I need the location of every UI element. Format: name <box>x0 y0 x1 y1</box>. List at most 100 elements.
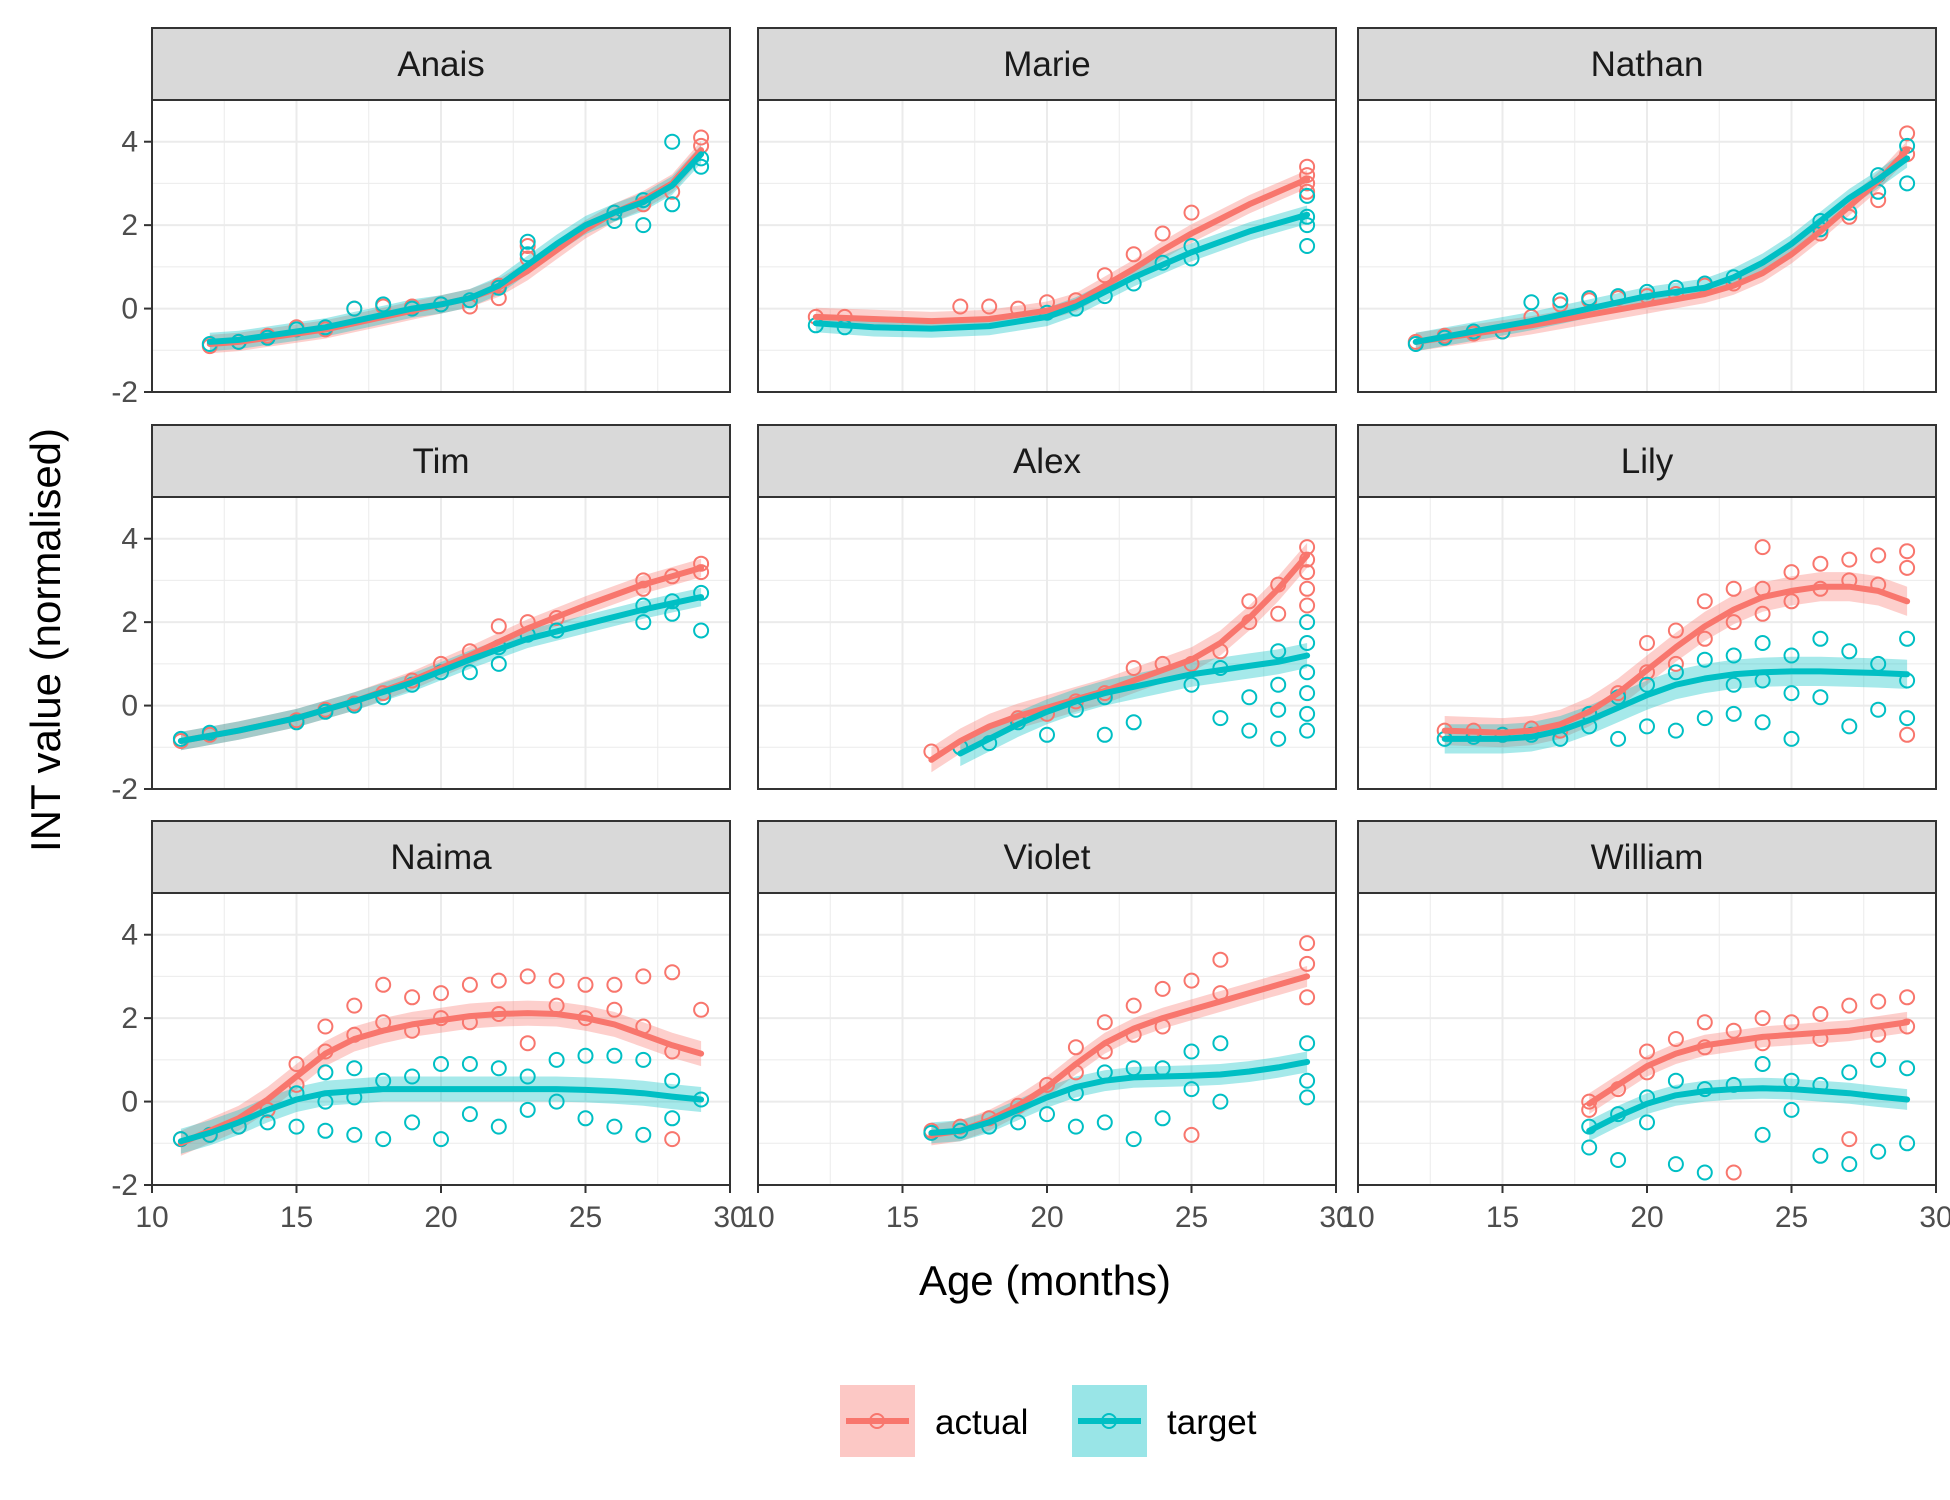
x-tick-label: 30 <box>1319 1201 1352 1234</box>
data-point-actual <box>1870 192 1887 209</box>
data-point-target <box>461 664 478 681</box>
data-point-target <box>1241 722 1258 739</box>
plot-area <box>1581 989 1916 1181</box>
plot-area <box>172 964 710 1156</box>
data-point-actual <box>1696 593 1713 610</box>
data-point-target <box>404 1068 421 1085</box>
facet-tim: Tim <box>151 424 731 790</box>
facet-lily: Lily <box>1357 424 1937 790</box>
data-point-target <box>1183 676 1200 693</box>
data-point-target <box>1725 647 1742 664</box>
facet-strip-label: Anais <box>397 45 485 84</box>
data-point-target <box>461 1106 478 1123</box>
facet-naima: Naima <box>151 820 731 1186</box>
data-point-target <box>1154 1110 1171 1127</box>
smooth-line-target <box>1412 155 1911 345</box>
data-point-target <box>1125 1131 1142 1148</box>
facet-strip <box>757 27 1337 101</box>
data-point-target <box>1667 664 1684 681</box>
facet-strip <box>757 820 1337 894</box>
data-point-target <box>1841 718 1858 735</box>
confidence-band-actual <box>209 140 702 354</box>
legend-label-target: target <box>1167 1403 1257 1442</box>
data-point-target <box>1899 1135 1916 1152</box>
data-point-actual <box>1154 225 1171 242</box>
data-point-actual <box>404 989 421 1006</box>
facet-strip <box>151 424 731 498</box>
data-point-target <box>1754 714 1771 731</box>
points-target <box>1581 1051 1916 1181</box>
facet-strip-label: Marie <box>1003 45 1091 84</box>
facet-anais: Anais <box>151 27 731 393</box>
plot-area <box>172 555 710 751</box>
facet-marie: Marie <box>757 27 1337 393</box>
data-point-target <box>1125 714 1142 731</box>
data-point-actual <box>1183 972 1200 989</box>
data-point-target <box>664 1110 681 1127</box>
data-point-target <box>1299 685 1316 702</box>
facet-strip-label: Violet <box>1004 838 1091 877</box>
smooth-line-target <box>928 1058 1311 1136</box>
facet-strip <box>757 424 1337 498</box>
facet-strip-label: Naima <box>390 838 492 877</box>
smooth-line-actual <box>1412 147 1911 345</box>
data-point-target <box>1039 726 1055 743</box>
data-point-actual <box>1067 1039 1084 1056</box>
x-tick-label: 25 <box>569 1201 602 1234</box>
data-point-actual <box>1899 125 1916 142</box>
data-point-target <box>1783 730 1800 747</box>
data-point-target <box>1639 718 1655 735</box>
y-tick-label: -2 <box>111 376 138 409</box>
smooth-line-actual <box>812 176 1311 325</box>
data-point-target <box>1812 689 1829 706</box>
confidence-band-actual <box>180 558 702 751</box>
data-point-target <box>1299 614 1316 631</box>
data-point-target <box>1299 1035 1316 1052</box>
data-point-actual <box>1241 593 1258 610</box>
data-point-target <box>1096 1114 1113 1131</box>
data-point-actual <box>1899 543 1916 560</box>
data-point-target <box>375 1131 392 1148</box>
data-point-target <box>1552 292 1569 309</box>
data-point-target <box>1841 1156 1858 1173</box>
data-point-actual <box>693 129 710 146</box>
plot-area <box>807 158 1316 338</box>
data-point-actual <box>1125 997 1142 1014</box>
x-tick-label: 20 <box>1630 1201 1663 1234</box>
x-tick-label: 30 <box>713 1201 746 1234</box>
data-point-target <box>288 1118 305 1135</box>
confidence-band-target <box>209 145 702 352</box>
data-point-actual <box>1639 1043 1655 1060</box>
x-tick-label: 15 <box>886 1201 919 1234</box>
data-point-actual <box>1725 1022 1742 1039</box>
facet-strip-label: Lily <box>1621 442 1674 481</box>
x-axis-title: Age (months) <box>919 1257 1171 1304</box>
data-point-target <box>1899 630 1916 647</box>
data-point-target <box>1581 290 1598 307</box>
data-point-actual <box>1899 726 1916 743</box>
data-point-target <box>1639 1114 1655 1131</box>
data-point-target <box>404 1114 421 1131</box>
data-point-actual <box>1183 1126 1200 1143</box>
data-point-actual <box>664 1131 681 1148</box>
data-point-actual <box>433 985 449 1002</box>
data-point-target <box>1667 1072 1684 1089</box>
data-point-target <box>317 1122 334 1139</box>
smooth-line-target <box>1586 1085 1911 1134</box>
data-point-target <box>346 1126 363 1143</box>
data-point-actual <box>1299 597 1316 614</box>
data-point-target <box>1870 1051 1887 1068</box>
y-tick-label: 0 <box>121 1086 138 1119</box>
data-point-actual <box>577 976 594 993</box>
data-point-actual <box>1552 296 1569 313</box>
smooth-line-target <box>957 652 1311 757</box>
data-point-target <box>346 300 363 317</box>
data-point-actual <box>1154 980 1171 997</box>
data-point-actual <box>1783 1014 1800 1031</box>
data-point-actual <box>981 298 998 315</box>
data-point-target <box>606 1118 623 1135</box>
data-point-target <box>1899 1060 1916 1077</box>
panel-border <box>1357 99 1937 393</box>
smooth-line-target <box>177 1086 705 1145</box>
